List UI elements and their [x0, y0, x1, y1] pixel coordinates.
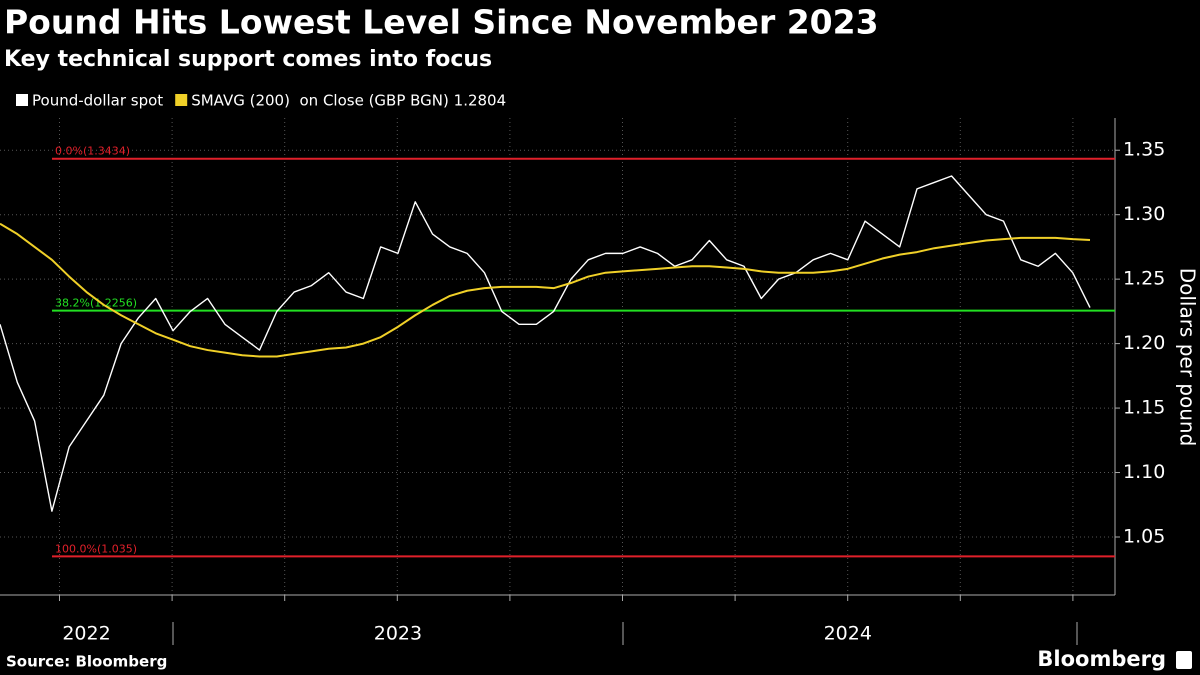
- y-axis-label: Dollars per pound: [1176, 268, 1200, 447]
- y-tick-label: 1.35: [1123, 139, 1165, 161]
- legend-swatch: [16, 94, 28, 106]
- level-label: 100.0%(1.035): [55, 542, 137, 555]
- legend-label: Pound-dollar spot: [32, 92, 163, 110]
- chart-subtitle: Key technical support comes into focus: [4, 47, 492, 72]
- chart-title: Pound Hits Lowest Level Since November 2…: [4, 3, 879, 42]
- x-tick-label: 2024: [824, 623, 872, 645]
- series-line: [0, 175, 1091, 512]
- y-tick-label: 1.10: [1123, 461, 1165, 483]
- y-tick-label: 1.05: [1123, 525, 1165, 547]
- series-line: [0, 222, 1091, 358]
- y-tick-label: 1.25: [1123, 268, 1165, 290]
- level-label: 38.2%(1.2256): [55, 297, 137, 310]
- brand: Bloomberg: [1037, 647, 1166, 671]
- y-tick-label: 1.20: [1123, 332, 1165, 354]
- y-tick-label: 1.30: [1123, 203, 1165, 225]
- brand-icon: [1176, 651, 1192, 669]
- x-tick-label: 2023: [374, 623, 422, 645]
- legend-label: SMAVG (200) on Close (GBP BGN) 1.2804: [191, 92, 506, 110]
- legend-swatch: [175, 94, 188, 106]
- x-tick-label: 2022: [62, 623, 110, 645]
- y-tick-label: 1.15: [1123, 397, 1165, 419]
- source: Source: Bloomberg: [6, 653, 167, 671]
- level-label: 0.0%(1.3434): [55, 145, 130, 158]
